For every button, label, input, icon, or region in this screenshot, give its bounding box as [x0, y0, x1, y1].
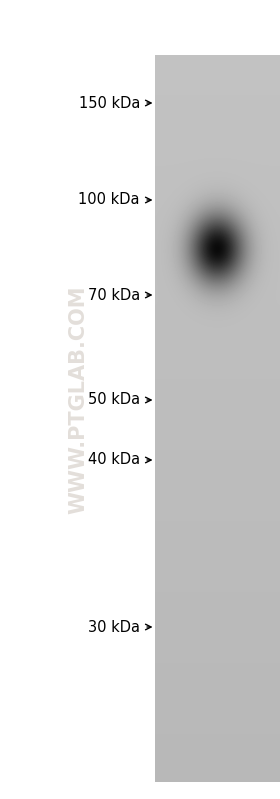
Text: WWW.PTGLAB.COM: WWW.PTGLAB.COM — [68, 285, 88, 514]
Text: 150 kDa: 150 kDa — [79, 96, 140, 110]
Text: 40 kDa: 40 kDa — [88, 452, 140, 467]
Text: 100 kDa: 100 kDa — [78, 193, 140, 208]
Text: 70 kDa: 70 kDa — [88, 288, 140, 303]
Text: 50 kDa: 50 kDa — [88, 392, 140, 407]
Text: 30 kDa: 30 kDa — [88, 619, 140, 634]
